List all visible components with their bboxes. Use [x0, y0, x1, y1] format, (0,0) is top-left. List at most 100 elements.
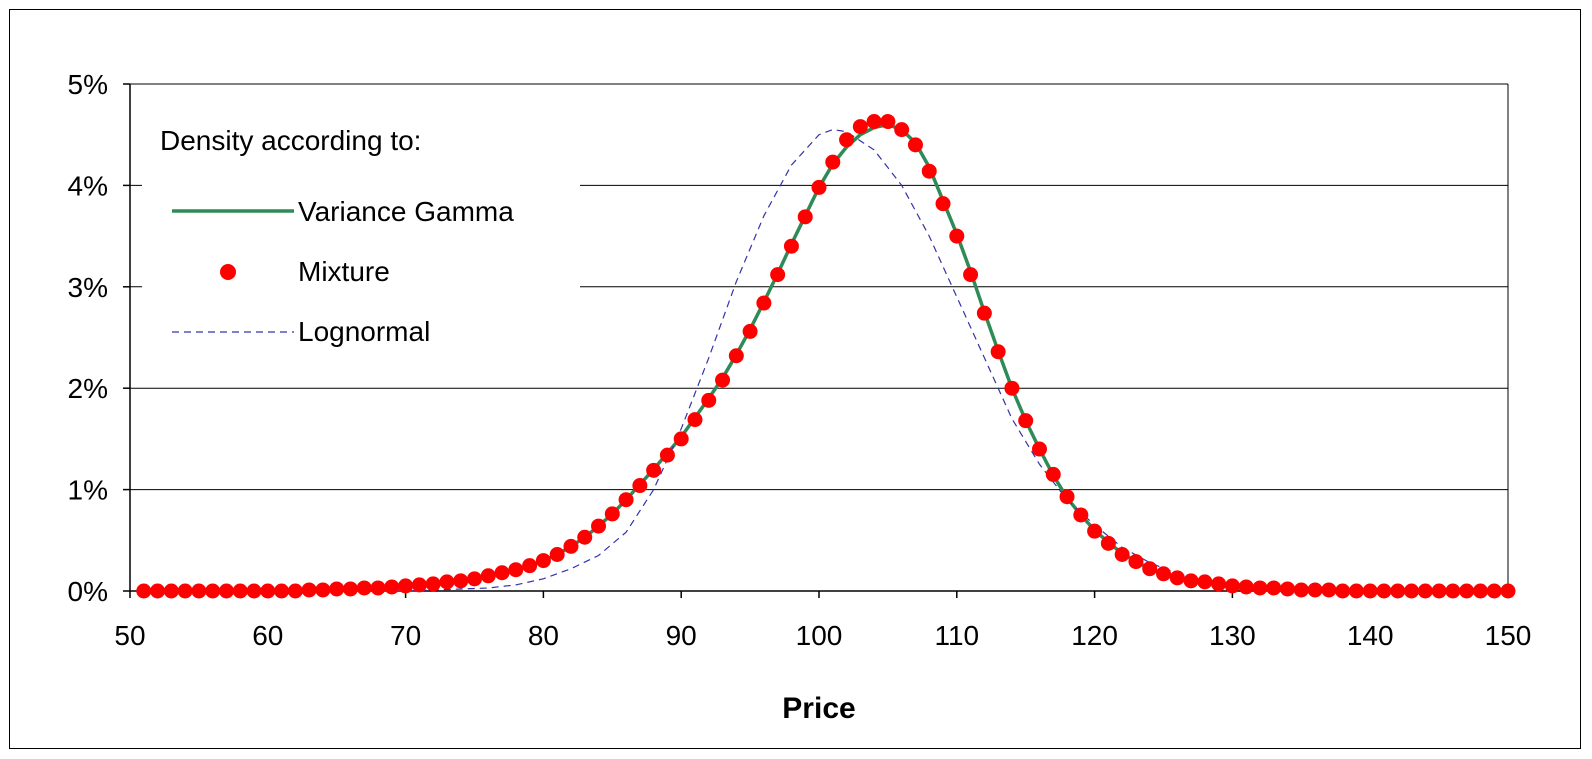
- x-tick-label: 50: [114, 620, 145, 651]
- mixture-point: [191, 583, 207, 599]
- mixture-point: [398, 578, 414, 594]
- mixture-point: [687, 412, 703, 428]
- y-tick-label: 1%: [68, 475, 108, 506]
- mixture-point: [1156, 566, 1171, 582]
- mixture-point: [1417, 583, 1433, 599]
- y-tick-label: 0%: [68, 576, 108, 607]
- mixture-point: [163, 583, 179, 599]
- mixture-point: [1280, 581, 1296, 597]
- mixture-point: [646, 462, 662, 478]
- mixture-point: [356, 580, 372, 596]
- legend-entry-mixture: Mixture: [298, 256, 390, 287]
- mixture-point: [990, 344, 1006, 360]
- mixture-point: [177, 583, 193, 599]
- y-tick-label: 5%: [68, 69, 108, 100]
- mixture-point: [370, 580, 386, 596]
- mixture-point: [218, 583, 234, 599]
- mixture-point: [1445, 583, 1461, 599]
- mixture-point: [770, 267, 786, 283]
- mixture-point: [1031, 441, 1047, 457]
- mixture-point: [742, 323, 758, 339]
- mixture-point: [880, 114, 896, 130]
- x-tick-label: 80: [528, 620, 559, 651]
- mixture-point: [1472, 583, 1488, 599]
- mixture-point: [839, 132, 855, 148]
- series-lognormal-line: [143, 128, 1508, 592]
- y-tick-label: 3%: [68, 272, 108, 303]
- mixture-point: [1335, 583, 1351, 599]
- mixture-point: [1362, 583, 1378, 599]
- mixture-point: [494, 565, 510, 581]
- mixture-point: [811, 179, 827, 195]
- mixture-point: [315, 582, 331, 598]
- x-tick-label: 60: [252, 620, 283, 651]
- mixture-point: [1183, 573, 1199, 589]
- mixture-point: [1431, 583, 1447, 599]
- mixture-point: [232, 583, 248, 599]
- mixture-point: [1321, 582, 1337, 598]
- mixture-point: [756, 295, 772, 311]
- x-axis-title: Price: [782, 692, 855, 725]
- mixture-point: [1224, 578, 1240, 594]
- mixture-point: [1169, 570, 1185, 586]
- mixture-point: [963, 267, 979, 283]
- mixture-point: [825, 154, 841, 170]
- x-tick-label: 130: [1209, 620, 1256, 651]
- mixture-point: [1376, 583, 1392, 599]
- mixture-point: [150, 583, 166, 599]
- mixture-point: [935, 196, 951, 212]
- x-tick-label: 70: [390, 620, 421, 651]
- mixture-point: [329, 581, 345, 597]
- mixture-point: [1004, 380, 1020, 396]
- mixture-point: [715, 372, 731, 388]
- mixture-point: [577, 529, 593, 545]
- mixture-point: [866, 114, 882, 130]
- mixture-point: [659, 447, 675, 463]
- y-tick-label: 4%: [68, 170, 108, 201]
- legend-box: [142, 95, 580, 365]
- mixture-point: [384, 579, 400, 595]
- mixture-point: [921, 163, 937, 179]
- mixture-point: [797, 209, 813, 225]
- mixture-point: [1266, 580, 1282, 596]
- mixture-point: [563, 538, 579, 554]
- x-tick-label: 90: [666, 620, 697, 651]
- mixture-point: [274, 583, 290, 599]
- x-tick-label: 100: [796, 620, 843, 651]
- mixture-point: [1100, 535, 1116, 551]
- mixture-point: [1293, 582, 1309, 598]
- mixture-point: [1252, 580, 1268, 596]
- mixture-point: [976, 305, 992, 321]
- mixture-point: [411, 577, 427, 593]
- x-tick-label: 140: [1347, 620, 1394, 651]
- mixture-point: [1211, 576, 1227, 592]
- mixture-point: [604, 506, 620, 522]
- mixture-point: [852, 119, 868, 135]
- mixture-point: [894, 122, 910, 138]
- mixture-point: [425, 576, 441, 592]
- mixture-point: [949, 228, 965, 244]
- mixture-point: [701, 392, 717, 408]
- y-tick-label: 2%: [68, 373, 108, 404]
- mixture-point: [1238, 579, 1254, 595]
- mixture-point: [439, 574, 455, 590]
- mixture-point: [453, 573, 469, 589]
- mixture-point: [136, 583, 152, 599]
- mixture-point: [301, 582, 317, 598]
- mixture-point: [1087, 523, 1103, 539]
- mixture-point: [907, 137, 923, 153]
- mixture-point: [535, 553, 551, 569]
- mixture-point: [508, 562, 524, 578]
- mixture-point: [287, 583, 303, 599]
- legend-entry-lognormal: Lognormal: [298, 316, 430, 347]
- mixture-point: [1045, 466, 1061, 482]
- mixture-point: [1128, 554, 1144, 570]
- x-tick-label: 110: [934, 620, 979, 651]
- mixture-point: [1197, 574, 1213, 590]
- mixture-point: [549, 546, 565, 562]
- mixture-point: [1114, 546, 1130, 562]
- mixture-point: [1073, 507, 1089, 523]
- mixture-point: [467, 571, 482, 587]
- mixture-point: [618, 492, 634, 508]
